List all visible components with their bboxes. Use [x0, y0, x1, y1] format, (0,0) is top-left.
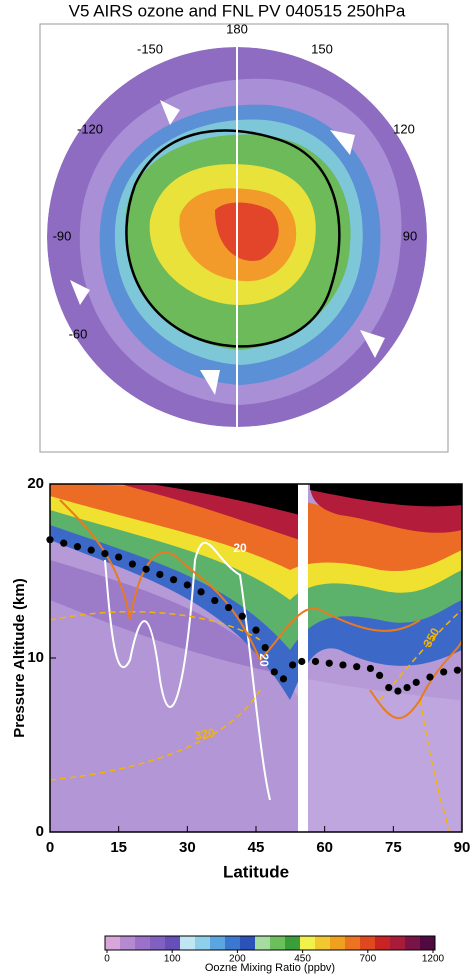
- tropopause-dot: [270, 668, 278, 676]
- colorbar-cell: [120, 936, 136, 950]
- tropopause-dot: [289, 661, 297, 669]
- tropopause-dot: [279, 675, 288, 683]
- colorbar-tick-label: 450: [294, 954, 311, 965]
- colorbar-cell: [255, 936, 271, 950]
- tropopause-dot: [128, 560, 136, 568]
- tropopause-dot: [197, 588, 205, 596]
- tropopause-dot: [366, 664, 375, 673]
- tropopause-dot: [298, 657, 306, 666]
- tropopause-dot: [252, 626, 260, 634]
- tropopause-dot: [453, 666, 462, 674]
- tropopause-dot: [376, 671, 384, 680]
- tropopause-dot: [156, 570, 164, 579]
- tropopause-dot: [238, 612, 246, 620]
- y-tick-label: 10: [27, 649, 44, 666]
- colorbar-cell: [315, 936, 331, 950]
- colorbar-cell: [270, 936, 286, 950]
- colorbar-cell: [195, 936, 211, 950]
- tropopause-dot: [183, 581, 191, 589]
- colorbar: 0 100 200 450 700 1200: [104, 935, 445, 965]
- longitude-label: 180: [226, 21, 248, 36]
- figure-title: V5 AIRS ozone and FNL PV 040515 250hPa: [69, 1, 406, 20]
- tropopause-dot: [261, 643, 269, 652]
- y-tick-label: 0: [36, 823, 44, 840]
- colorbar-tick-label: 700: [359, 954, 376, 965]
- colorbar-cell: [300, 936, 316, 950]
- colorbar-tick-label: 200: [229, 954, 246, 965]
- colorbar-cell: [285, 936, 301, 950]
- polar-map: [47, 47, 427, 427]
- colorbar-cell: [225, 936, 241, 950]
- tropopause-dot: [353, 663, 361, 671]
- longitude-label: 150: [311, 41, 333, 56]
- colorbar-tick-label: 0: [104, 954, 110, 965]
- longitude-label: -90: [53, 228, 72, 243]
- tropopause-dot: [60, 539, 68, 547]
- colorbar-cell: [345, 936, 361, 950]
- colorbar-label: Oozne Mixing Ratio (ppbv): [205, 962, 335, 974]
- x-tick-label: 0: [46, 839, 54, 856]
- tropopause-dot: [440, 668, 448, 676]
- longitude-label: 120: [393, 121, 415, 136]
- tropopause-dot: [385, 683, 393, 692]
- tropopause-dot: [412, 678, 420, 686]
- tropopause-dot: [87, 546, 95, 554]
- x-tick-label: 30: [179, 839, 196, 856]
- colorbar-cell: [390, 936, 406, 950]
- y-tick-label: 20: [27, 475, 44, 492]
- x-tick-label: 15: [110, 839, 127, 856]
- longitude-label: -150: [137, 41, 163, 56]
- tropopause-dot: [170, 576, 178, 584]
- longitude-label: -60: [69, 326, 88, 341]
- contour-label: 20: [233, 541, 247, 555]
- colorbar-frame: [104, 935, 436, 951]
- colorbar-tick-label: 1200: [422, 954, 445, 965]
- colorbar-cell: [135, 936, 151, 950]
- contour-label: 20: [257, 653, 271, 667]
- colorbar-cell: [360, 936, 376, 950]
- tropopause-dot: [46, 536, 54, 544]
- y-axis-label: Pressure Altitude (km): [11, 578, 28, 738]
- x-tick-label: 45: [248, 839, 265, 856]
- contour-label: 320: [194, 725, 216, 742]
- longitude-label: -120: [77, 121, 103, 136]
- x-tick-label: 60: [316, 839, 333, 856]
- colorbar-tick-label: 100: [164, 954, 181, 965]
- tropopause-dot: [339, 661, 347, 669]
- colorbar-cell: [240, 936, 256, 950]
- ozone-field: [50, 484, 462, 832]
- tropopause-dot: [211, 596, 219, 605]
- colorbar-cell: [105, 936, 121, 950]
- longitude-label: 90: [403, 228, 417, 243]
- colorbar-cell: [405, 936, 421, 950]
- colorbar-cell: [210, 936, 226, 950]
- x-tick-label: 90: [454, 839, 471, 856]
- tropopause-dot: [325, 659, 333, 667]
- tropopause-dot: [224, 603, 233, 612]
- tropopause-dot: [394, 687, 402, 695]
- tropopause-dot: [311, 657, 320, 666]
- colorbar-cell: [165, 936, 181, 950]
- tropopause-dot: [115, 553, 123, 561]
- colorbar-cell: [330, 936, 346, 950]
- colorbar-cell: [420, 936, 436, 950]
- tropopause-dot: [426, 673, 434, 681]
- tropopause-dot: [142, 565, 150, 573]
- colorbar-cell: [150, 936, 166, 950]
- colorbar-cell: [375, 936, 391, 950]
- x-tick-label: 75: [385, 839, 402, 856]
- map-frame: [39, 23, 449, 453]
- tropopause-dot: [403, 683, 411, 692]
- tropopause-dot: [101, 550, 109, 558]
- x-axis-label: Latitude: [223, 862, 289, 881]
- tropopause-dot: [73, 543, 82, 551]
- colorbar-cell: [180, 936, 196, 950]
